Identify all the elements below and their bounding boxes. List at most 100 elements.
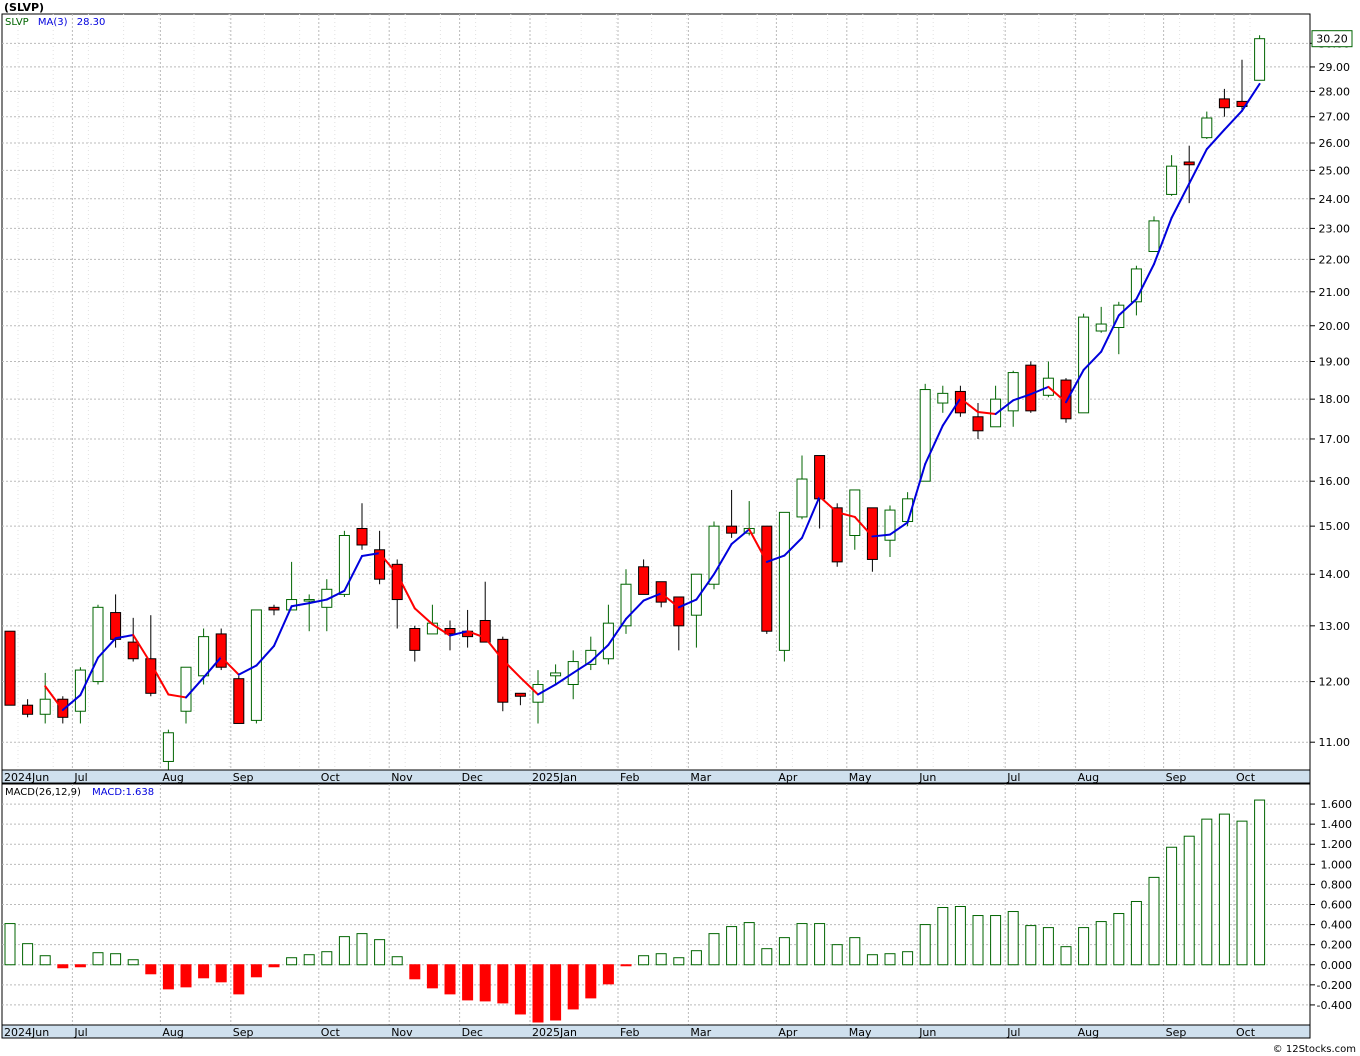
ma-segment bbox=[713, 543, 733, 576]
macd-x-month-label: Oct bbox=[1236, 1026, 1256, 1039]
candle bbox=[602, 604, 614, 665]
price-y-tick-label: 14.00 bbox=[1319, 568, 1351, 581]
candle-body bbox=[479, 619, 491, 643]
candle-body bbox=[831, 507, 843, 563]
candle-body bbox=[321, 588, 333, 608]
ma-segment bbox=[202, 656, 223, 679]
price-y-tick-label: 29.00 bbox=[1319, 61, 1351, 74]
candle bbox=[338, 530, 350, 597]
ma-segment bbox=[625, 599, 645, 620]
macd-bar bbox=[479, 964, 491, 1002]
legend-ma-value: 28.30 bbox=[77, 17, 106, 28]
candle-body bbox=[866, 507, 878, 560]
candle-body bbox=[57, 698, 69, 718]
price-y-tick-label: 23.00 bbox=[1319, 222, 1351, 235]
macd-y-tick-label: 1.600 bbox=[1321, 798, 1353, 811]
last-price-label: 30.20 bbox=[1316, 33, 1348, 46]
ma-segment bbox=[1170, 182, 1191, 219]
macd-bar bbox=[884, 953, 896, 966]
svg-text:MACD(26,12,9) MACD:1.638: MACD(26,12,9) MACD:1.638 bbox=[5, 787, 154, 798]
macd-bar bbox=[462, 964, 474, 1001]
macd-bar bbox=[902, 951, 914, 966]
ma-segment bbox=[431, 623, 451, 637]
macd-x-month-label: Aug bbox=[162, 1026, 183, 1039]
ma-segment bbox=[97, 637, 117, 659]
macd-x-month-label: Oct bbox=[321, 1026, 341, 1039]
candle bbox=[866, 507, 878, 572]
macd-bar bbox=[1060, 946, 1072, 966]
candle bbox=[849, 489, 861, 550]
ma-segment bbox=[642, 592, 663, 602]
candle-body bbox=[1007, 372, 1019, 412]
candle-body bbox=[338, 535, 350, 595]
candle-body bbox=[4, 630, 16, 706]
macd-bar bbox=[4, 923, 16, 966]
macd-bar bbox=[1007, 911, 1019, 966]
candle-body bbox=[22, 704, 34, 715]
macd-bar bbox=[778, 937, 790, 966]
candle bbox=[1148, 216, 1160, 252]
ma-segment bbox=[396, 573, 416, 610]
macd-y-tick-label: -0.400 bbox=[1317, 999, 1352, 1012]
ma-segment bbox=[607, 617, 627, 646]
price-y-tick-label: 17.00 bbox=[1319, 433, 1351, 446]
candle bbox=[761, 525, 773, 634]
candle-body bbox=[1254, 38, 1266, 81]
candle bbox=[1025, 361, 1037, 413]
macd-y-tick-label: 0.000 bbox=[1321, 959, 1353, 972]
macd-y-tick-label: 1.000 bbox=[1321, 858, 1353, 871]
ma-segment bbox=[871, 533, 891, 538]
candle-body bbox=[268, 606, 280, 611]
macd-y-tick-label: -0.200 bbox=[1317, 979, 1352, 992]
macd-x-month-label: 2025Jan bbox=[532, 1026, 577, 1039]
macd-bar bbox=[761, 948, 773, 966]
candle bbox=[796, 455, 808, 520]
candle bbox=[708, 521, 720, 590]
candle-body bbox=[814, 455, 826, 500]
macd-y-tick-label: 0.800 bbox=[1321, 878, 1353, 891]
price-x-month-label: Sep bbox=[1166, 771, 1187, 784]
candle bbox=[497, 636, 509, 712]
candle bbox=[673, 596, 685, 651]
chart-title: (SLVP) bbox=[4, 1, 44, 14]
ma-segment bbox=[730, 528, 751, 546]
candle bbox=[22, 699, 34, 718]
candle-body bbox=[198, 636, 210, 677]
price-y-tick-label: 15.00 bbox=[1319, 520, 1351, 533]
ma-segment bbox=[79, 656, 99, 697]
macd-y-tick-label: 0.600 bbox=[1321, 898, 1353, 911]
price-x-month-label: Aug bbox=[162, 771, 183, 784]
candle-body bbox=[638, 566, 650, 595]
ma-segment bbox=[695, 573, 715, 601]
ma-segment bbox=[537, 683, 557, 696]
macd-x-axis-band bbox=[1, 1024, 1311, 1039]
ma-segment bbox=[1223, 109, 1243, 131]
macd-bar bbox=[796, 923, 808, 966]
ma-segment bbox=[185, 676, 205, 699]
candle-body bbox=[233, 678, 245, 724]
ma-segment bbox=[308, 598, 328, 605]
macd-bar bbox=[426, 964, 438, 989]
candle-body bbox=[215, 633, 227, 668]
macd-x-month-label: Jun bbox=[918, 1026, 936, 1039]
macd-x-month-label: Aug bbox=[1078, 1026, 1099, 1039]
macd-bar bbox=[673, 957, 685, 966]
price-x-month-label: 2024Jun bbox=[4, 771, 49, 784]
candle-body bbox=[514, 692, 526, 697]
macd-bar bbox=[22, 943, 34, 966]
price-y-tick-label: 20.00 bbox=[1319, 320, 1351, 333]
macd-bar bbox=[303, 954, 315, 966]
candle bbox=[409, 625, 421, 662]
macd-y-tick-label: 0.400 bbox=[1321, 919, 1353, 932]
candle bbox=[1254, 35, 1266, 81]
candle-body bbox=[374, 549, 386, 580]
macd-bar bbox=[374, 939, 386, 966]
macd-bar bbox=[127, 959, 139, 966]
macd-bar bbox=[1095, 921, 1107, 966]
candle-body bbox=[620, 583, 632, 627]
candle bbox=[127, 617, 139, 662]
price-y-tick-label: 27.00 bbox=[1319, 111, 1351, 124]
candle bbox=[831, 503, 843, 567]
macd-y-tick-label: 1.400 bbox=[1321, 818, 1353, 831]
macd-bar bbox=[1042, 927, 1054, 966]
